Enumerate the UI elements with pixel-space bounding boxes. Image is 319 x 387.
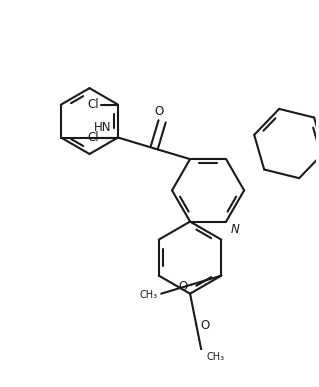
Text: CH₃: CH₃ — [139, 290, 158, 300]
Text: O: O — [178, 280, 188, 293]
Text: O: O — [200, 320, 209, 332]
Text: HN: HN — [94, 122, 112, 134]
Text: Cl: Cl — [88, 131, 99, 144]
Text: O: O — [154, 105, 164, 118]
Text: N: N — [231, 223, 240, 236]
Text: Cl: Cl — [88, 98, 99, 111]
Text: CH₃: CH₃ — [206, 352, 224, 362]
